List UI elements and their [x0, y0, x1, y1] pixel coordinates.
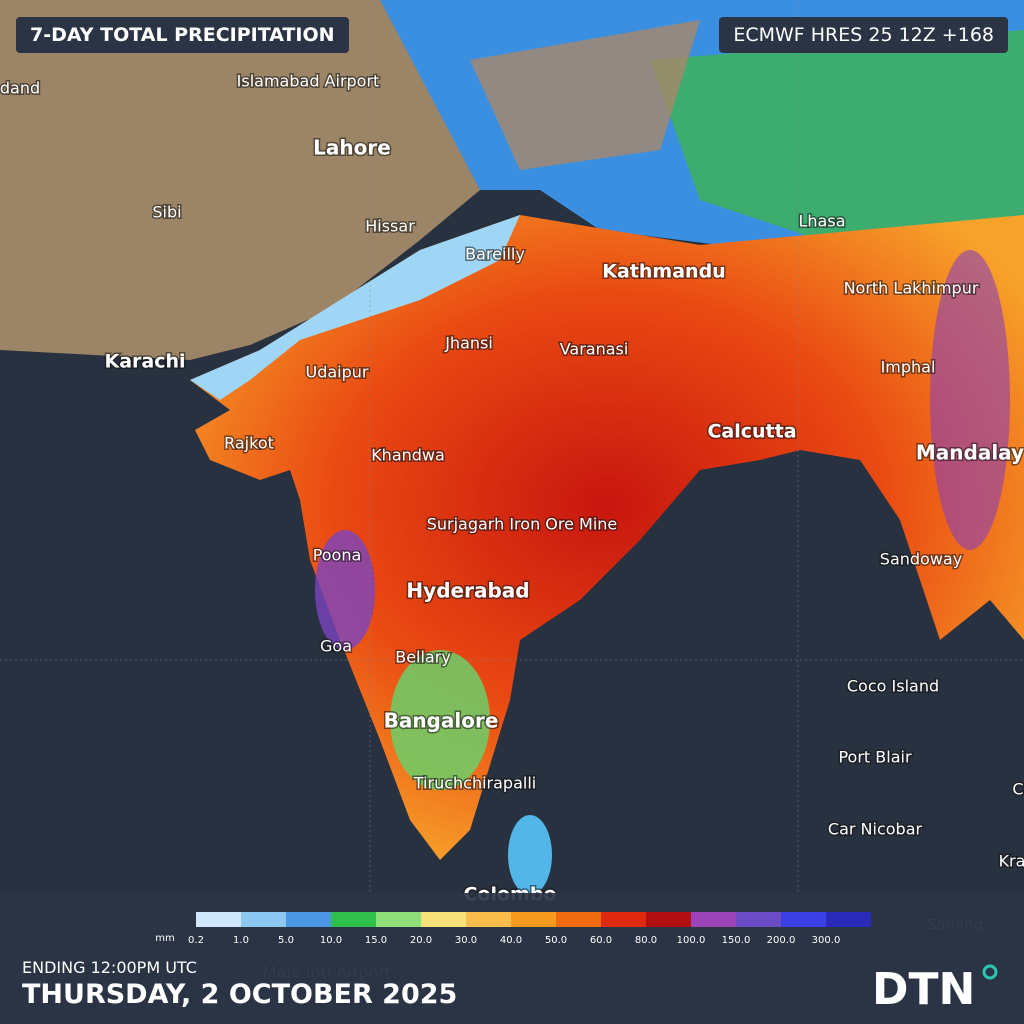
city-label: Udaipur	[306, 363, 369, 382]
city-label: Poona	[313, 546, 362, 565]
city-label: Hissar	[365, 217, 415, 236]
city-label: Karachi	[104, 351, 185, 373]
city-label: Port Blair	[838, 748, 911, 767]
legend-tick: 10.0	[320, 935, 342, 946]
legend-swatch	[196, 912, 241, 927]
city-label: Khandwa	[371, 446, 445, 465]
date-text: THURSDAY, 2 OCTOBER 2025	[22, 979, 457, 1010]
legend-tick: 40.0	[500, 935, 522, 946]
city-label: Varanasi	[560, 340, 629, 359]
city-label: Coco Island	[847, 677, 939, 696]
sri-lanka	[508, 815, 552, 895]
legend-swatch	[691, 912, 736, 927]
legend-tick: 1.0	[233, 935, 249, 946]
city-label: Bangalore	[384, 709, 499, 733]
city-label: Sibi	[152, 203, 181, 222]
city-label: Kathmandu	[602, 261, 725, 283]
rain-green	[650, 30, 1024, 240]
city-label: Jhansi	[444, 334, 493, 353]
legend-swatch	[781, 912, 826, 927]
legend-tick: 15.0	[365, 935, 387, 946]
city-label: Calcutta	[707, 421, 796, 443]
city-label: Islamabad Airport	[237, 72, 380, 91]
city-label: Bareilly	[465, 245, 525, 264]
legend-swatch	[511, 912, 556, 927]
city-label: Car Nicobar	[828, 820, 923, 839]
legend-swatch	[466, 912, 511, 927]
legend-tick: 60.0	[590, 935, 612, 946]
city-label: Surjagarh Iron Ore Mine	[427, 515, 618, 534]
logo: DTN	[872, 964, 975, 1015]
legend-tick: 100.0	[677, 935, 706, 946]
city-label: Imphal	[881, 358, 936, 377]
legend-swatch	[556, 912, 601, 927]
legend-swatch	[601, 912, 646, 927]
title-box: 7-DAY TOTAL PRECIPITATION	[16, 17, 349, 53]
legend-tick: 5.0	[278, 935, 294, 946]
legend-swatch	[421, 912, 466, 927]
city-label: North Lakhimpur	[844, 279, 979, 298]
city-label: dand	[0, 79, 40, 98]
legend-tick: 200.0	[767, 935, 796, 946]
rain-purple	[315, 530, 375, 650]
city-label: Lahore	[313, 136, 391, 160]
legend-swatch	[286, 912, 331, 927]
legend-tick: 300.0	[812, 935, 841, 946]
city-label: Mandalay	[916, 441, 1024, 465]
land-plateau	[470, 20, 700, 170]
legend-swatch	[646, 912, 691, 927]
city-label: Rajkot	[224, 434, 274, 453]
rain-purple	[930, 250, 1010, 550]
legend-tick: 20.0	[410, 935, 432, 946]
city-label: Tiruchchirapalli	[413, 774, 536, 793]
city-label: C	[1012, 780, 1023, 799]
model-box: ECMWF HRES 25 12Z +168	[719, 17, 1008, 53]
legend-swatch	[331, 912, 376, 927]
legend-tick: 0.2	[188, 935, 204, 946]
logo-dot	[982, 964, 998, 980]
city-label: Bellary	[395, 648, 451, 667]
city-label: Kra	[999, 852, 1024, 871]
legend-swatch	[376, 912, 421, 927]
ending-text: ENDING 12:00PM UTC	[22, 958, 197, 977]
legend-unit: mm	[155, 933, 174, 944]
city-label: Sandoway	[880, 550, 962, 569]
legend-tick: 50.0	[545, 935, 567, 946]
legend-swatch	[826, 912, 871, 927]
city-label: Lhasa	[799, 212, 846, 231]
legend-swatch	[241, 912, 286, 927]
city-label: Goa	[320, 637, 352, 656]
rain-light	[190, 215, 520, 400]
legend-tick: 30.0	[455, 935, 477, 946]
legend-tick: 80.0	[635, 935, 657, 946]
legend-tick: 150.0	[722, 935, 751, 946]
legend-swatch	[736, 912, 781, 927]
rain-green	[390, 650, 490, 790]
city-label: Hyderabad	[406, 579, 529, 603]
